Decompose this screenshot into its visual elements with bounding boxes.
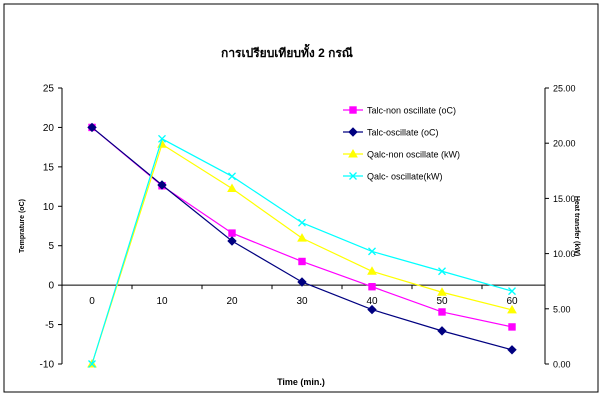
y-tick-label: 0 [48,281,54,292]
y-tick-label: 25 [43,84,55,95]
series-2-point [367,304,377,315]
legend-label-3: Qalc-non oscillate (kW) [367,150,460,160]
y2-tick-label: 5.00 [553,304,571,314]
series-4-point-stroke-b [368,247,376,256]
series-3-point [507,304,517,314]
y-tick-label: 20 [43,123,55,134]
legend-marker-2 [348,127,358,137]
series-2-point [87,122,97,133]
series-1-point [368,283,376,291]
legend-marker-1 [349,106,357,114]
series-4-point-stroke-b [508,287,516,296]
series-4-point [158,134,166,143]
legend-label-1: Talc-non oscillate (oC) [367,106,456,116]
x-tick-label: 10 [156,296,168,307]
series-3-point [297,233,307,242]
legend: Talc-non oscillate (oC) Talc-oscillate (o… [343,106,460,182]
y2-axis-label: Heat transfer (kW) [573,196,580,256]
y2-tick-label: 0.00 [553,360,571,370]
y2-tick-label: 15.00 [553,194,576,204]
series-4-point [88,360,96,368]
series-4-point [438,267,446,276]
chart-title: การเปรียบเทียบทั้ง 2 กรณี [221,43,353,60]
series-4-point [228,172,236,181]
series-4-point [508,287,516,296]
series-1-point [438,308,446,316]
y2-tick-label: 25.00 [553,84,576,94]
y-tick-label: 15 [43,162,55,173]
y-axis-label: Temprature (oC) [19,199,26,253]
series-4-point-stroke-b [158,134,166,143]
y2-tick-label: 20.00 [553,139,576,149]
x-tick-label: 60 [506,296,518,307]
x-tick-label: 30 [296,296,308,307]
series-1-point [228,229,236,237]
legend-marker-4 [349,172,357,180]
series-3-point [367,266,377,275]
y-tick-label: 10 [43,202,55,213]
x-tick-label: 20 [226,296,238,307]
series-4-point-stroke-b [298,218,306,227]
series-3-point [227,183,237,192]
y-tick-label: -10 [40,360,55,371]
series-3-point [437,287,447,296]
y2-tick-label: 10.00 [553,249,576,259]
x-tick-label: 40 [366,296,378,307]
series-1-point [508,323,516,331]
plot-series [87,122,517,368]
legend-label-2: Talc-oscillate (oC) [367,128,439,138]
series-1-point [298,257,306,266]
series-4-point-stroke-b [228,172,236,181]
x-tick-label: 0 [89,296,95,307]
y-tick-label: -5 [45,320,54,331]
legend-marker-4-stroke-b [349,172,357,180]
legend-label-4: Qalc- oscillate(kW) [367,172,443,182]
x-axis-label: Time (min.) [277,377,325,387]
series-4-point-stroke-b [88,360,96,368]
chart-area-border [3,3,599,393]
y-tick-label: 5 [48,241,54,252]
series-2-point [507,345,517,355]
series-2-point [297,277,307,287]
series-4-point [298,218,306,227]
axes: -10 -5 0 5 10 15 20 25 0.00 5.00 10.00 15.00 20.00 25… [40,84,576,371]
x-tick-label: 50 [436,296,448,307]
series-2-point [227,236,237,246]
legend-marker-3 [348,148,358,158]
series-2-point [437,326,447,336]
series-4-point [368,247,376,256]
series-4-point-stroke-b [438,267,446,276]
series-2-point [157,180,167,190]
